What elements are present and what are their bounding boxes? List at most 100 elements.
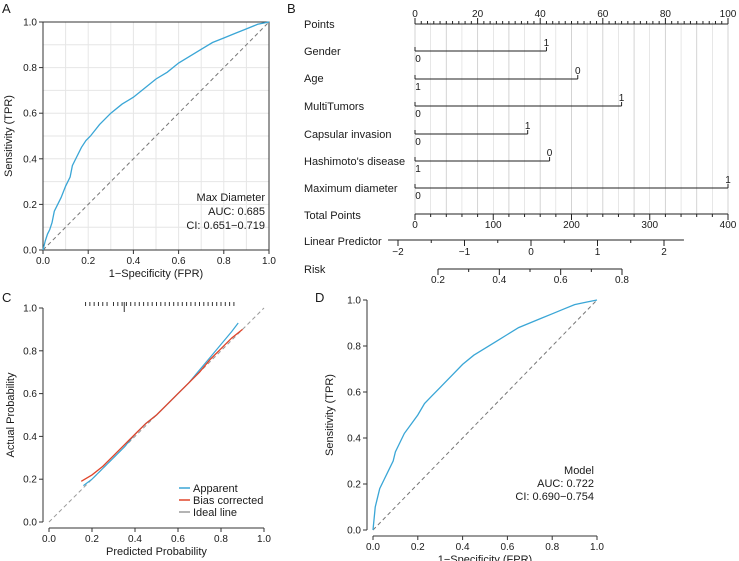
y-tick-label: 0.0 [23, 518, 37, 529]
plot-frame [42, 21, 270, 251]
apparent-line [83, 322, 239, 487]
variable-right-value: 1 [725, 175, 731, 186]
x-tick-label: 0.6 [172, 256, 186, 267]
y-tick-label: 0.4 [23, 154, 37, 165]
total-points-tick-label: 400 [720, 220, 737, 231]
annotation-text: Max Diameter [197, 192, 266, 204]
legend-label: Bias corrected [193, 495, 263, 507]
linear-predictor-tick-label: −2 [392, 247, 404, 258]
y-tick-label: 0.6 [23, 389, 37, 400]
x-axis-label: 1−Specificity (FPR) [438, 554, 532, 561]
y-tick-label: 0.4 [347, 434, 361, 445]
reference-diagonal-line [372, 299, 598, 531]
annotation-text: Model [564, 465, 594, 477]
y-tick-label: 0.2 [23, 200, 37, 211]
panel-d: D 0.0 0.0 0.2 0.2 0.4 0.4 0.6 0.6 0.8 0.8 1.0 1.0 1−… [315, 290, 604, 561]
points-tick-label: 100 [720, 9, 737, 20]
variable-left-value: 0 [415, 54, 421, 65]
y-tick-label: 0.0 [23, 246, 37, 257]
row-label-variable: Maximum diameter [304, 183, 398, 195]
roc-curve-line [42, 21, 270, 251]
y-axis-label: Sensitivity (TPR) [324, 374, 336, 456]
row-label-total-points: Total Points [304, 210, 361, 222]
row-label-risk: Risk [304, 264, 326, 276]
row-label-variable: Hashimoto's disease [304, 156, 405, 168]
variable-left-value: 0 [415, 109, 421, 120]
x-tick-label: 0.4 [128, 534, 142, 545]
points-tick-label: 60 [597, 9, 609, 20]
y-tick-label: 0.0 [347, 526, 361, 537]
variable-right-value: 1 [525, 121, 531, 132]
y-tick-label: 0.4 [23, 432, 37, 443]
variable-left-value: 0 [415, 137, 421, 148]
total-points-tick-label: 300 [641, 220, 658, 231]
x-tick-label: 0.6 [171, 534, 185, 545]
x-tick-label: 0.4 [456, 542, 470, 553]
panel-a-letter: A [2, 1, 11, 16]
x-tick-label: 0.4 [126, 256, 140, 267]
annotation-text: CI: 0.690−0.754 [515, 491, 594, 503]
variable-right-value: 0 [575, 66, 581, 77]
y-tick-label: 1.0 [23, 18, 37, 29]
y-axis-label: Actual Probability [5, 372, 17, 457]
total-points-tick-label: 100 [485, 220, 502, 231]
x-axis-label: Predicted Probability [106, 546, 207, 558]
variable-left-value: 1 [415, 82, 421, 93]
row-label-variable: Gender [304, 46, 341, 58]
y-axis-label: Sensitivity (TPR) [3, 95, 15, 177]
x-tick-label: 0.8 [214, 534, 228, 545]
linear-predictor-tick-label: 1 [595, 247, 601, 258]
linear-predictor-tick-label: −1 [459, 247, 471, 258]
y-tick-label: 0.8 [23, 63, 37, 74]
panel-c-letter: C [2, 290, 11, 305]
risk-tick-label: 0.6 [554, 275, 568, 286]
y-tick-label: 1.0 [23, 304, 37, 315]
annotation-text: AUC: 0.722 [537, 478, 594, 490]
x-tick-label: 0.2 [81, 256, 95, 267]
total-points-tick-label: 0 [412, 220, 418, 231]
variable-right-value: 0 [547, 148, 553, 159]
row-label-variable: Age [304, 73, 324, 85]
row-label-points: Points [304, 19, 335, 31]
points-tick-label: 20 [472, 9, 484, 20]
panel-d-letter: D [315, 290, 324, 305]
y-tick-label: 0.2 [347, 480, 361, 491]
x-tick-label: 0.0 [36, 256, 50, 267]
panel-b-letter: B [287, 1, 296, 16]
panel-c: C 0.0 0.0 0.2 0.2 0.4 0.4 0.6 0.6 0.8 0.8 1.0 1.0 Pr… [2, 290, 271, 558]
y-tick-label: 0.6 [347, 388, 361, 399]
y-tick-label: 0.2 [23, 475, 37, 486]
x-tick-label: 0.0 [42, 534, 56, 545]
roc-curve-line [372, 299, 598, 531]
x-tick-label: 1.0 [257, 534, 271, 545]
row-label-variable: Capsular invasion [304, 129, 391, 141]
bias-corrected-line [80, 328, 243, 482]
points-tick-label: 40 [535, 9, 547, 20]
row-label-variable: MultiTumors [304, 101, 365, 113]
panel-a: A 0.00.0 0.2 0.2 0.4 0.4 0.6 0.6 0.8 0.8 1.0 1.0 1−… [2, 1, 276, 280]
y-tick-label: 1.0 [347, 296, 361, 307]
x-tick-label: 0.0 [366, 542, 380, 553]
legend-label: Apparent [193, 483, 238, 495]
points-tick-label: 80 [660, 9, 672, 20]
risk-tick-label: 0.4 [492, 275, 506, 286]
x-tick-label: 1.0 [262, 256, 276, 267]
legend-label: Ideal line [193, 507, 237, 519]
ideal-line [48, 307, 265, 523]
linear-predictor-tick-label: 2 [661, 247, 667, 258]
variable-right-value: 1 [544, 38, 550, 49]
y-tick-label: 0.6 [23, 109, 37, 120]
y-tick-label: 0.8 [347, 342, 361, 353]
x-axis-label: 1−Specificity (FPR) [109, 268, 203, 280]
x-tick-label: 0.8 [217, 256, 231, 267]
points-tick-label: 0 [412, 9, 418, 20]
annotation-text: AUC: 0.685 [208, 206, 265, 218]
variable-left-value: 0 [415, 191, 421, 202]
variable-left-value: 1 [415, 164, 421, 175]
total-points-tick-label: 200 [563, 220, 580, 231]
annotation-text: CI: 0.651−0.719 [186, 220, 265, 232]
risk-tick-label: 0.8 [615, 275, 629, 286]
x-tick-label: 0.2 [411, 542, 425, 553]
